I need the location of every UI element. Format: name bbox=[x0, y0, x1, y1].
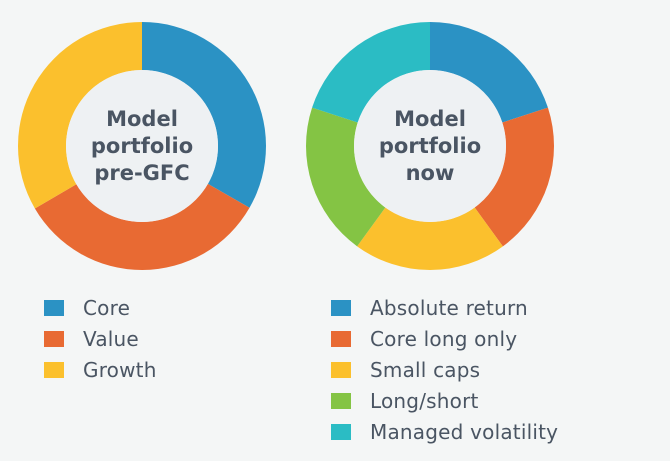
donut-chart-0: Model portfolio pre-GFC bbox=[18, 21, 266, 271]
center-label-line: portfolio bbox=[91, 134, 193, 158]
legend-item-small-caps: Small caps bbox=[331, 354, 558, 385]
slice-value bbox=[34, 183, 250, 271]
legend-label: Core bbox=[83, 295, 131, 320]
legend-swatch bbox=[331, 330, 351, 347]
donut-chart-1: Model portfolio now bbox=[306, 22, 554, 271]
legend-pre-gfc: Core Value Growth bbox=[44, 292, 157, 385]
legend-swatch bbox=[44, 330, 64, 347]
legend-now: Absolute return Core long only Small caps L… bbox=[331, 292, 558, 447]
legend-swatch bbox=[331, 299, 351, 316]
slice-long-short bbox=[306, 107, 386, 247]
slice-absolute-return bbox=[430, 22, 548, 123]
legend-item-growth: Growth bbox=[44, 354, 157, 385]
legend-label: Value bbox=[83, 326, 139, 351]
slice-small-caps bbox=[357, 207, 503, 271]
center-label-line: now bbox=[406, 161, 455, 185]
legend-label: Growth bbox=[83, 357, 157, 382]
legend-label: Core long only bbox=[370, 326, 518, 351]
legend-item-core: Core bbox=[44, 292, 157, 323]
legend-item-managed-volatility: Managed volatility bbox=[331, 416, 558, 447]
center-label-line: Model bbox=[394, 107, 466, 131]
legend-swatch bbox=[44, 361, 64, 378]
slice-managed-volatility bbox=[312, 22, 430, 123]
legend-item-value: Value bbox=[44, 323, 157, 354]
center-label-line: Model bbox=[106, 107, 178, 131]
legend-swatch bbox=[331, 392, 351, 409]
donut-charts: Model portfolio pre-GFC Model portfolio now bbox=[18, 21, 554, 271]
legend-item-core-long-only: Core long only bbox=[331, 323, 558, 354]
center-label-line: portfolio bbox=[379, 134, 481, 158]
donut-hole bbox=[66, 70, 218, 222]
legend-item-absolute-return: Absolute return bbox=[331, 292, 558, 323]
slice-core-long-only bbox=[474, 107, 554, 247]
legend-item-long-short: Long/short bbox=[331, 385, 558, 416]
legend-label: Long/short bbox=[370, 388, 479, 413]
legend-swatch bbox=[331, 423, 351, 440]
legend-label: Absolute return bbox=[370, 295, 528, 320]
legend-label: Small caps bbox=[370, 357, 481, 382]
legend-swatch bbox=[331, 361, 351, 378]
donut-hole bbox=[354, 70, 506, 222]
legend-label: Managed volatility bbox=[370, 419, 559, 444]
legend-swatch bbox=[44, 299, 64, 316]
slice-growth bbox=[18, 21, 142, 209]
center-label-line: pre-GFC bbox=[94, 161, 189, 185]
slice-core bbox=[142, 22, 266, 208]
